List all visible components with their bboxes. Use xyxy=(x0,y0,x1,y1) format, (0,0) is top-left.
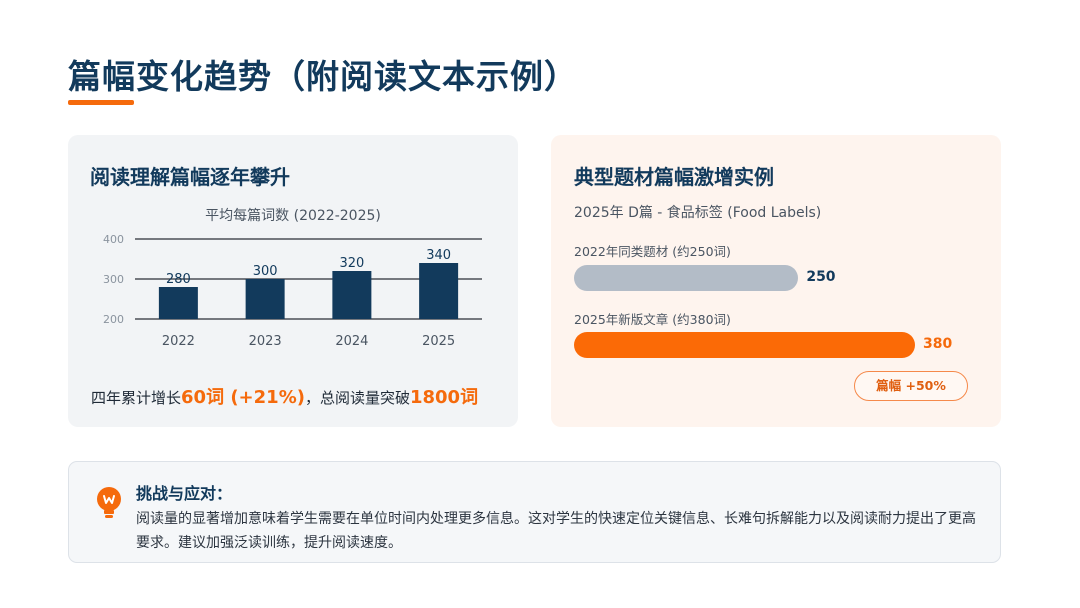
bar xyxy=(332,271,372,319)
data-label: 320 xyxy=(339,256,364,271)
challenge-tip: 挑战与应对： 阅读量的显著增加意味着学生需要在单位时间内处理更多信息。这对学生的… xyxy=(68,461,1001,563)
x-tick-label: 2025 xyxy=(422,334,455,349)
summary-growth: 60词 (+21%) xyxy=(181,387,305,408)
bar-2022-label: 2022年同类题材 (约250词) xyxy=(574,244,731,259)
bar-2025-label: 2025年新版文章 (约380词) xyxy=(574,312,731,327)
example-subtitle: 2025年 D篇 - 食品标签 (Food Labels) xyxy=(574,205,822,221)
reading-length-card: 阅读理解篇幅逐年攀升 平均每篇词数 (2022-2025) 200 300 400 2… xyxy=(68,135,518,427)
title-underline xyxy=(68,100,134,105)
bar xyxy=(419,263,459,319)
example-card: 典型题材篇幅激增实例 2025年 D篇 - 食品标签 (Food Labels)… xyxy=(551,135,1001,427)
card-title: 阅读理解篇幅逐年攀升 xyxy=(90,165,290,189)
summary-prefix: 四年累计增长 xyxy=(91,389,182,407)
y-tick-label: 300 xyxy=(103,273,124,286)
summary-total: 1800词 xyxy=(409,387,479,408)
bar-2025 xyxy=(574,332,915,358)
tip-heading: 挑战与应对： xyxy=(136,484,233,503)
page-title: 篇幅变化趋势（附阅读文本示例） xyxy=(68,57,578,96)
data-label: 340 xyxy=(426,248,451,263)
x-tick-label: 2023 xyxy=(249,334,282,349)
data-label: 300 xyxy=(253,264,278,279)
growth-badge: 篇幅 +50% xyxy=(854,371,968,401)
y-tick-label: 200 xyxy=(103,313,124,326)
bar-2025-value: 380 xyxy=(923,336,953,352)
chart-title: 平均每篇词数 (2022-2025) xyxy=(205,208,381,224)
lightbulb-icon xyxy=(97,487,121,518)
bar-2022 xyxy=(574,265,799,291)
y-tick-label: 400 xyxy=(103,233,124,246)
chart-summary: 四年累计增长60词 (+21%)，总阅读量突破1800词 xyxy=(91,383,478,409)
x-tick-label: 2022 xyxy=(162,334,195,349)
bar-2022-value: 250 xyxy=(806,269,836,285)
card-title: 典型题材篇幅激增实例 xyxy=(574,165,774,189)
bar xyxy=(245,279,285,319)
bar-chart: 200 300 400 280 2022 300 2023 320 2024 340 2025 xyxy=(103,233,482,349)
bar xyxy=(158,287,198,319)
data-label: 280 xyxy=(166,272,191,287)
x-tick-label: 2024 xyxy=(335,334,368,349)
tip-body: 阅读量的显著增加意味着学生需要在单位时间内处理更多信息。这对学生的快速定位关键信… xyxy=(136,511,976,551)
summary-middle: ，总阅读量突破 xyxy=(304,389,410,407)
